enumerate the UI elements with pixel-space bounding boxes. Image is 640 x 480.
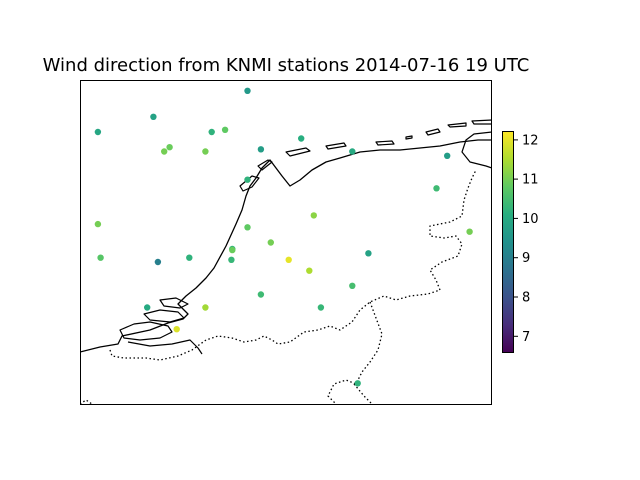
coastline — [80, 139, 492, 353]
station-marker — [298, 135, 305, 142]
station-marker — [202, 148, 209, 155]
wadden-island-ameland — [325, 142, 347, 150]
station-marker — [244, 224, 251, 231]
station-marker — [306, 267, 313, 274]
wadden-island-juist — [447, 122, 467, 128]
colorbar-tick-label: 12 — [522, 133, 539, 148]
westerschelde — [127, 339, 203, 355]
wadden-island-borkum — [425, 128, 441, 136]
wadden-island-norderney — [471, 119, 492, 125]
zeeland-island-goeree — [159, 297, 189, 309]
colorbar-ticks: 7 8 9 10 11 12 — [514, 133, 539, 345]
station-marker — [221, 126, 229, 133]
map-geography — [80, 119, 492, 405]
station-marker — [285, 256, 292, 263]
wadden-island-rottumeroog — [405, 135, 413, 140]
colorbar-tick-label: 8 — [522, 291, 530, 306]
wadden-island-vlieland — [257, 159, 273, 171]
station-marker — [444, 152, 451, 159]
wadden-island-terschelling — [285, 147, 311, 157]
station-marker — [202, 304, 209, 311]
wadden-island-schiermonnikoog — [375, 140, 395, 146]
station-marker — [317, 304, 325, 311]
station-marker — [244, 176, 251, 183]
colorbar-tick-label: 10 — [522, 212, 539, 227]
colorbar-gradient — [502, 131, 514, 353]
station-marker — [228, 256, 235, 263]
colorbar: 7 8 9 10 11 12 — [502, 131, 539, 353]
station-marker — [349, 148, 356, 155]
station-marker — [466, 228, 473, 235]
station-marker — [150, 113, 157, 121]
station-marker — [433, 185, 440, 192]
station-marker — [94, 220, 102, 228]
station-markers — [94, 87, 473, 387]
station-marker — [244, 87, 251, 95]
station-marker — [365, 250, 372, 257]
country-border-corner — [80, 399, 93, 405]
map-frame — [80, 80, 492, 405]
station-marker — [166, 144, 173, 151]
station-marker — [267, 239, 274, 246]
country-border-limburg — [327, 301, 383, 405]
zeeland-island-schouwen — [143, 309, 185, 323]
station-marker — [257, 291, 265, 298]
station-marker — [97, 254, 104, 261]
colorbar-tick-label: 9 — [522, 251, 530, 266]
station-marker — [161, 148, 168, 155]
station-marker — [349, 282, 356, 289]
map-title: Wind direction from KNMI stations 2014-0… — [43, 55, 530, 76]
station-marker — [310, 212, 317, 219]
colorbar-tick-label: 7 — [522, 330, 530, 345]
station-marker — [144, 304, 151, 311]
station-marker — [208, 128, 215, 136]
station-marker — [154, 258, 162, 266]
zeeland-island-walcheren — [119, 321, 173, 341]
station-marker — [354, 380, 361, 387]
wadden-island-texel — [239, 175, 260, 192]
colorbar-tick-label: 11 — [522, 173, 539, 188]
station-marker — [229, 246, 236, 254]
station-marker — [173, 326, 180, 333]
station-marker — [257, 146, 265, 153]
station-marker — [186, 254, 193, 261]
ems-estuary — [461, 131, 492, 169]
station-marker — [94, 128, 102, 136]
